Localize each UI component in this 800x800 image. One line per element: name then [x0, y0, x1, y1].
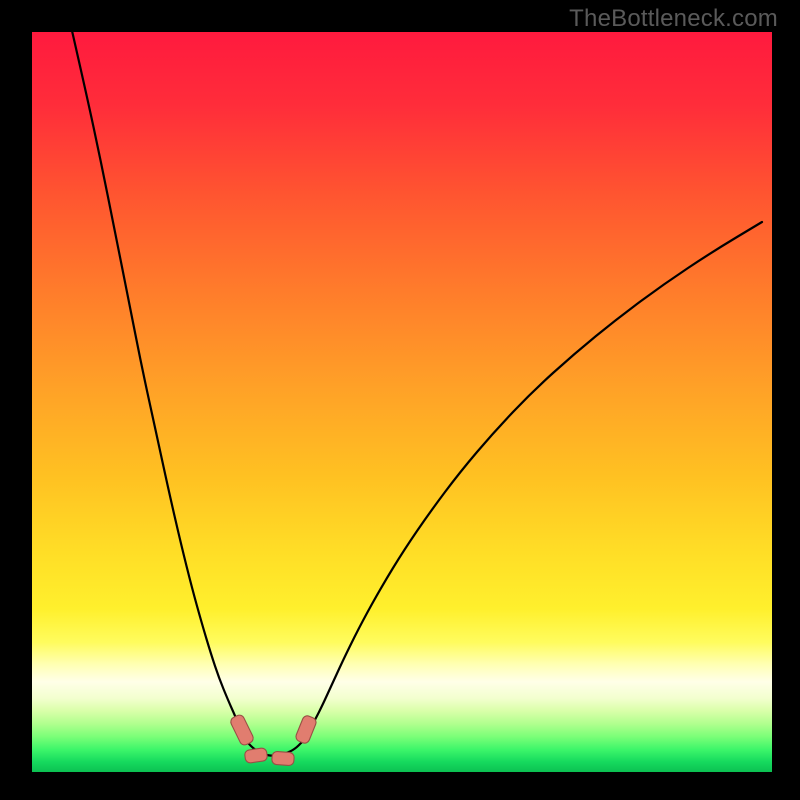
chart-container: TheBottleneck.com	[0, 0, 800, 800]
marker-pill	[272, 751, 295, 766]
gradient-background	[32, 32, 772, 772]
plot-svg	[32, 32, 772, 772]
plot-area	[32, 32, 772, 772]
watermark-text: TheBottleneck.com	[569, 5, 778, 33]
marker-pill	[244, 748, 268, 764]
